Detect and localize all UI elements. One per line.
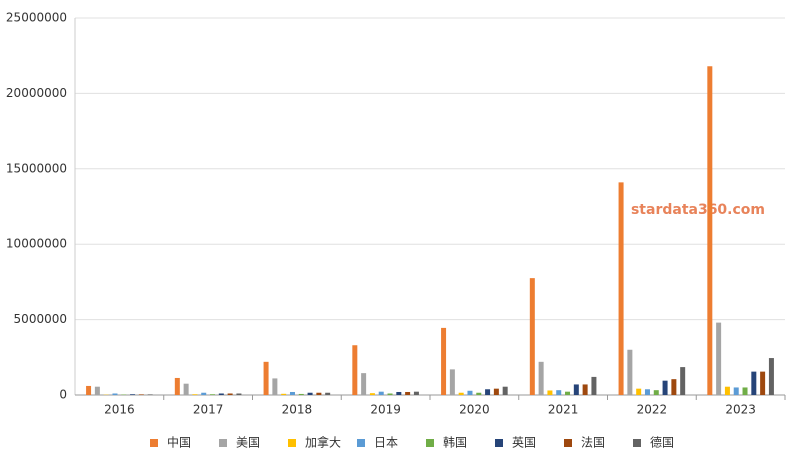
bar bbox=[192, 394, 198, 395]
y-tick-label: 20000000 bbox=[6, 86, 67, 100]
x-tick-label: 2017 bbox=[193, 403, 224, 417]
bar bbox=[556, 390, 562, 395]
bar bbox=[680, 367, 686, 395]
bar bbox=[441, 327, 447, 395]
bar bbox=[405, 391, 411, 395]
legend-swatch bbox=[633, 439, 641, 447]
bar bbox=[751, 371, 757, 395]
y-tick-label: 5000000 bbox=[14, 312, 67, 326]
bar bbox=[369, 393, 375, 395]
bar bbox=[768, 358, 774, 395]
legend-swatch bbox=[288, 439, 296, 447]
bar bbox=[307, 392, 313, 395]
bar bbox=[378, 391, 384, 395]
legend-swatch bbox=[426, 439, 434, 447]
bar bbox=[627, 349, 633, 395]
bar bbox=[707, 66, 713, 396]
x-tick-label: 2021 bbox=[548, 403, 579, 417]
bar bbox=[538, 361, 544, 395]
bar bbox=[272, 378, 278, 395]
bar bbox=[263, 361, 269, 395]
bar bbox=[573, 384, 579, 395]
bar bbox=[591, 376, 597, 395]
bar bbox=[112, 393, 118, 395]
legend-label: 加拿大 bbox=[305, 435, 341, 450]
legend-swatch bbox=[564, 439, 572, 447]
bar bbox=[760, 371, 766, 395]
legend-label: 美国 bbox=[236, 436, 260, 450]
bar bbox=[227, 393, 233, 395]
bar bbox=[547, 390, 553, 395]
bar bbox=[183, 383, 189, 395]
bar bbox=[236, 393, 242, 395]
bar bbox=[174, 377, 180, 395]
bar bbox=[316, 392, 322, 395]
bar bbox=[618, 182, 624, 395]
bar bbox=[94, 386, 100, 395]
bar bbox=[716, 322, 722, 395]
legend-label: 英国 bbox=[512, 436, 536, 450]
y-tick-label: 10000000 bbox=[6, 237, 67, 251]
bar bbox=[467, 390, 473, 395]
legend-label: 德国 bbox=[650, 435, 674, 450]
y-tick-label: 0 bbox=[59, 388, 67, 402]
legend-swatch bbox=[150, 439, 158, 447]
bar bbox=[733, 387, 739, 395]
bar bbox=[671, 379, 677, 395]
bar bbox=[502, 386, 508, 395]
x-tick-label: 2016 bbox=[104, 403, 135, 417]
bar bbox=[130, 394, 136, 395]
y-tick-label: 15000000 bbox=[6, 161, 67, 175]
bar bbox=[281, 393, 287, 395]
x-tick-label: 2020 bbox=[459, 403, 490, 417]
bar bbox=[485, 389, 491, 395]
bar bbox=[201, 392, 207, 395]
bar bbox=[449, 369, 455, 395]
bar bbox=[653, 390, 659, 395]
bar bbox=[298, 393, 304, 395]
legend-label: 法国 bbox=[581, 436, 605, 450]
bar bbox=[493, 388, 499, 395]
bar bbox=[742, 387, 748, 395]
bar bbox=[289, 391, 295, 395]
legend-label: 日本 bbox=[374, 436, 398, 450]
bar bbox=[325, 392, 331, 395]
bar bbox=[413, 391, 419, 395]
bar bbox=[662, 380, 668, 395]
legend-label: 韩国 bbox=[443, 435, 467, 450]
bar bbox=[458, 392, 464, 395]
x-tick-label: 2023 bbox=[725, 403, 756, 417]
bar bbox=[476, 392, 482, 395]
bar bbox=[361, 373, 367, 395]
legend-swatch bbox=[357, 439, 365, 447]
legend-swatch bbox=[219, 439, 227, 447]
watermark: stardata360.com bbox=[631, 202, 765, 218]
bar bbox=[582, 384, 588, 395]
bar bbox=[396, 391, 402, 395]
bar bbox=[138, 394, 144, 395]
bar bbox=[636, 388, 642, 395]
bar bbox=[529, 278, 535, 395]
legend-swatch bbox=[495, 439, 503, 447]
x-tick-label: 2022 bbox=[637, 403, 668, 417]
bar bbox=[147, 394, 153, 395]
bar bbox=[644, 389, 650, 395]
bar bbox=[387, 393, 393, 395]
y-tick-label: 25000000 bbox=[6, 11, 67, 25]
bar bbox=[724, 386, 730, 395]
bar bbox=[218, 393, 224, 395]
bar bbox=[352, 345, 358, 395]
x-tick-label: 2019 bbox=[370, 403, 401, 417]
x-tick-label: 2018 bbox=[282, 403, 313, 417]
bar bbox=[565, 391, 571, 395]
legend-label: 中国 bbox=[167, 435, 191, 450]
bar bbox=[86, 385, 92, 395]
bar bbox=[210, 394, 216, 395]
